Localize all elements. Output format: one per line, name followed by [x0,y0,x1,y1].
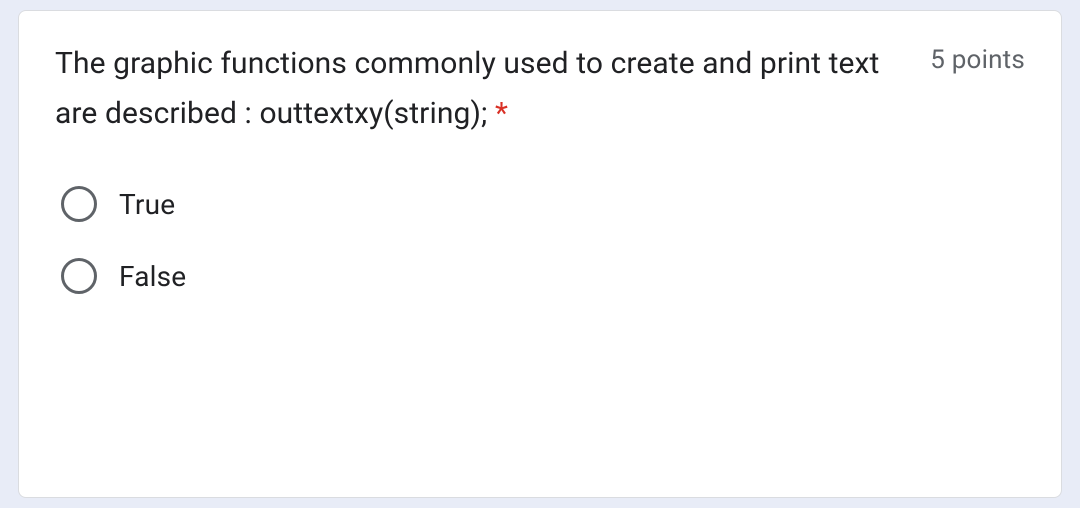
option-label: True [119,188,175,221]
radio-option-false[interactable]: False [61,258,1025,294]
radio-circle-icon [61,186,97,222]
question-text-content: The graphic functions commonly used to c… [55,46,879,131]
radio-option-true[interactable]: True [61,186,1025,222]
question-card: The graphic functions commonly used to c… [18,10,1062,498]
options-container: True False [55,186,1025,294]
radio-circle-icon [61,258,97,294]
option-label: False [119,260,186,293]
question-text: The graphic functions commonly used to c… [55,39,910,138]
points-label: 5 points [930,39,1025,75]
question-header: The graphic functions commonly used to c… [55,39,1025,138]
required-asterisk: * [495,96,508,131]
